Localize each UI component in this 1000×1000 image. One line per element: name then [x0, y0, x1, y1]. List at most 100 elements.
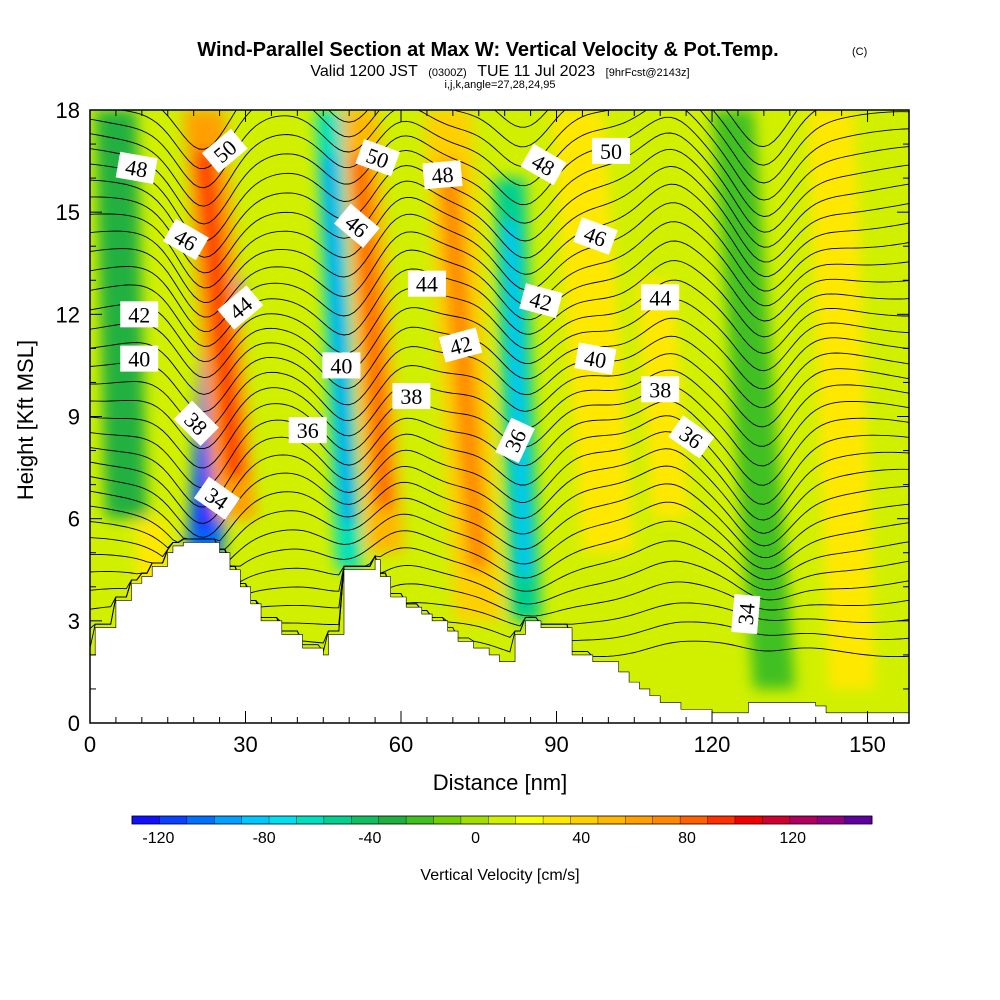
isentrope-label-text: 40 — [128, 347, 150, 372]
isentrope-label-box — [422, 160, 463, 190]
isentrope-line — [90, 335, 909, 413]
y-tick-label: 9 — [68, 405, 80, 430]
colorbar-segment — [844, 816, 873, 824]
colorbar-segment — [433, 816, 462, 824]
isentrope-line — [90, 183, 909, 289]
y-tick-label: 3 — [68, 609, 80, 634]
velocity-band-core-8 — [723, 167, 784, 632]
isentrope-line — [90, 483, 909, 559]
colorbar-segment — [214, 816, 242, 824]
subtitle-date: TUE 11 Jul 2023 — [477, 63, 595, 80]
isentrope-line — [161, 110, 798, 150]
colorbar-segment — [789, 816, 818, 824]
isentrope-label-text: 42 — [128, 302, 150, 327]
chart-subtitle: Valid 1200 JST (0300Z) TUE 11 Jul 2023 [… — [310, 63, 689, 80]
isentrope-label-text: 40 — [330, 353, 352, 378]
isentrope-label: 38 — [392, 383, 431, 410]
isentrope-label: 36 — [288, 417, 327, 444]
colorbar-segment — [515, 816, 544, 824]
isentrope-label: 40 — [574, 342, 617, 375]
isentrope-label-box — [574, 342, 617, 375]
isentrope-label-box — [641, 284, 680, 311]
isentrope-label-box — [288, 417, 327, 444]
y-tick-label: 6 — [68, 507, 80, 532]
colorbar-segment — [707, 816, 736, 824]
isentrope-label-box — [355, 138, 400, 177]
colorbar-tick-label: 80 — [678, 830, 696, 847]
isentrope-label: 50 — [591, 137, 630, 164]
isentrope-label-text: 44 — [649, 285, 671, 310]
colorbar-segment — [241, 816, 270, 824]
isentrope-label-box — [334, 203, 380, 248]
colorbar-tick-label: 120 — [779, 830, 806, 847]
isentrope-label: 42 — [519, 283, 563, 319]
isentrope-label-box — [120, 345, 159, 372]
colorbar-tick-label: -80 — [253, 830, 276, 847]
colorbar-tick-label: 0 — [471, 830, 480, 847]
isentrope-line — [90, 110, 909, 207]
subtitle-run: [9hrFcst@2143z] — [606, 67, 690, 79]
velocity-band-core-2 — [322, 155, 356, 524]
isentrope-label-text: 50 — [600, 139, 622, 164]
isentrope-label: 40 — [322, 352, 361, 379]
isentrope-line — [90, 415, 909, 508]
y-tick-label: 0 — [68, 711, 80, 736]
isentrope-label-box — [120, 301, 159, 328]
isentrope-label-box — [668, 415, 715, 459]
isentrope-label: 44 — [407, 270, 446, 297]
colorbar-segment — [817, 816, 845, 824]
isentrope-label-box — [519, 283, 563, 319]
isentrope-label-text: 36 — [297, 418, 319, 443]
isentrope-label-box — [520, 143, 567, 186]
isentrope-label-box — [407, 270, 446, 297]
isentrope-line — [90, 148, 909, 258]
colorbar-segment — [488, 816, 517, 824]
colorbar-segment — [378, 816, 407, 824]
isentrope-line — [90, 317, 909, 395]
isentrope-label-box — [162, 218, 209, 261]
colorbar-segment — [351, 816, 379, 824]
colorbar-segment — [269, 816, 297, 824]
subtitle-utc: (0300Z) — [428, 67, 467, 79]
isentrope-line — [90, 298, 909, 379]
colorbar-segment — [680, 816, 708, 824]
isentrope-label-box — [392, 383, 431, 410]
y-tick-label: 18 — [56, 98, 80, 123]
y-axis-label: Height [Kft MSL] — [13, 340, 38, 500]
isentrope-label: 40 — [120, 345, 159, 372]
colorbar-segment — [734, 816, 763, 824]
isentrope-label-box — [591, 137, 630, 164]
colorbar-segment — [132, 816, 160, 824]
isentrope-label: 48 — [422, 160, 463, 190]
y-tick-label: 15 — [56, 200, 80, 225]
isentrope-label-box — [731, 593, 761, 635]
chart-title-mark: (C) — [852, 46, 867, 58]
isentrope-line — [90, 132, 909, 242]
colorbar-tick-label: -120 — [142, 830, 174, 847]
terrain-mask — [90, 542, 909, 723]
isentrope-line — [90, 165, 909, 274]
isentrope-line — [90, 116, 909, 225]
isentrope-label-text: 48 — [430, 162, 454, 189]
isentrope-line — [90, 221, 909, 318]
isentrope-label-box — [173, 400, 219, 446]
x-axis: 0 30 60 90 120 150 — [84, 110, 894, 757]
colorbar-segment — [762, 816, 791, 824]
velocity-band-core-4 — [437, 161, 490, 570]
chart-title: Wind-Parallel Section at Max W: Vertical… — [197, 39, 778, 61]
isentrope-label: 34 — [731, 593, 761, 635]
isentrope-label: 48 — [520, 143, 567, 186]
isentrope-label-box — [573, 217, 618, 255]
isentrope-line — [90, 369, 909, 450]
velocity-band-core-5 — [502, 222, 533, 577]
isentrope-label-text: 34 — [733, 602, 760, 626]
isentrope-label-text: 48 — [124, 154, 150, 182]
isentrope-label: 48 — [115, 151, 158, 184]
colorbar-segment — [323, 816, 352, 824]
isentrope-label: 38 — [641, 376, 680, 403]
colorbar-segment — [652, 816, 681, 824]
isentrope-label-box — [438, 327, 483, 363]
colorbar-tick-label: 40 — [572, 830, 590, 847]
x-tick-label: 120 — [694, 732, 731, 757]
